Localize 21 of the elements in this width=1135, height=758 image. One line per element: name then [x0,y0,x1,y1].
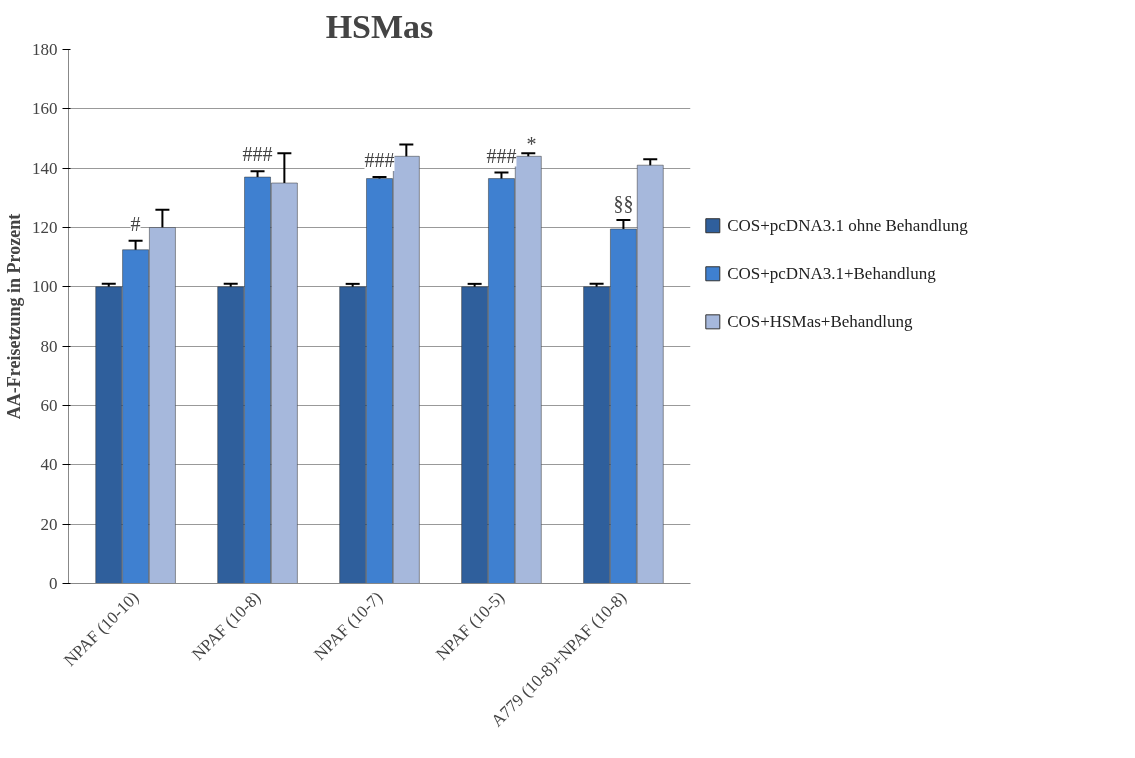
y-tick-label: 100 [32,277,58,297]
y-tick-label: 140 [32,158,58,178]
annotation: ### [486,144,517,167]
y-tick-label: 180 [32,40,58,59]
y-axis-title: AA-Freisetzung in Prozent [4,213,24,420]
annotation: ### [242,143,273,166]
y-tick-label: 40 [40,455,58,475]
y-tick-label: 60 [40,396,58,415]
annotation: * [526,132,537,155]
y-tick-label: 0 [49,574,58,593]
legend-label: COS+HSMas+Behandlung [727,312,914,332]
legend-label: COS+pcDNA3.1 ohne Behandlung [727,216,969,236]
annotation: §§ [613,192,634,215]
chart-title: HSMas [325,7,434,45]
y-tick-label: 80 [40,336,58,356]
annotation: ### [364,149,395,172]
y-tick-label: 20 [40,514,58,534]
legend-label: COS+pcDNA3.1+Behandlung [727,264,937,284]
annotation: # [130,212,141,235]
y-tick-label: 160 [32,99,58,119]
y-tick-label: 120 [32,218,58,237]
